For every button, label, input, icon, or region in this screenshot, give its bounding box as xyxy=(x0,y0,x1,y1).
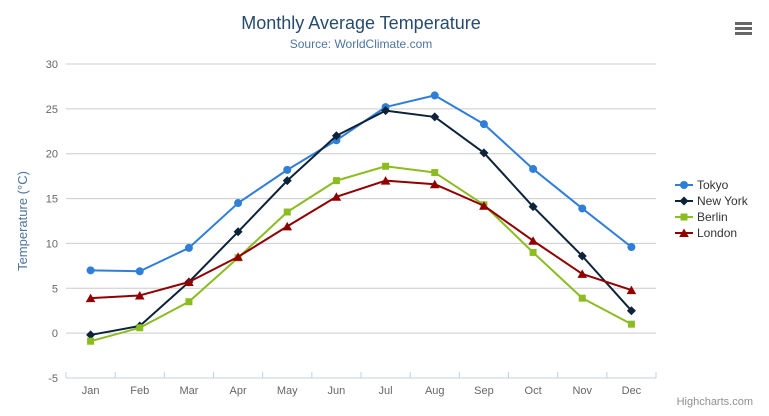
legend-symbol-tokyo-circle-icon xyxy=(675,181,693,189)
point-new-york-aug[interactable] xyxy=(430,112,440,122)
legend-item-tokyo[interactable]: Tokyo xyxy=(675,177,748,193)
y-axis-label--5: -5 xyxy=(48,373,58,385)
hamburger-bar xyxy=(735,27,752,30)
point-london-jan[interactable] xyxy=(85,293,96,303)
point-berlin-may[interactable] xyxy=(283,208,291,216)
x-axis-label-sep: Sep xyxy=(474,385,494,397)
x-axis-label-feb: Feb xyxy=(130,385,149,397)
point-tokyo-aug[interactable] xyxy=(430,91,439,100)
point-tokyo-dec[interactable] xyxy=(627,243,636,252)
point-london-nov[interactable] xyxy=(577,269,588,278)
point-new-york-jan[interactable] xyxy=(86,330,96,340)
series-line-berlin[interactable] xyxy=(89,165,633,343)
y-axis-label-5: 5 xyxy=(52,283,58,295)
x-axis-label-jul: Jul xyxy=(379,385,393,397)
point-new-york-jun[interactable] xyxy=(331,131,341,141)
legend-label: Tokyo xyxy=(697,178,729,192)
point-tokyo-nov[interactable] xyxy=(578,204,587,213)
point-tokyo-apr[interactable] xyxy=(234,199,243,208)
hamburger-menu-icon[interactable] xyxy=(735,22,752,35)
credits-link[interactable]: Highcharts.com xyxy=(676,396,753,408)
legend-symbol-london-triangle-icon xyxy=(675,228,693,237)
point-tokyo-feb[interactable] xyxy=(135,267,144,276)
x-axis-label-apr: Apr xyxy=(230,385,247,397)
legend-symbol-berlin-square-icon xyxy=(675,213,693,221)
point-berlin-aug[interactable] xyxy=(431,169,439,177)
point-new-york-sep[interactable] xyxy=(479,148,489,158)
legend-symbol-new-york-diamond-icon xyxy=(675,196,693,206)
y-axis-label-30: 30 xyxy=(46,59,58,71)
series-line-tokyo[interactable] xyxy=(89,94,633,273)
point-tokyo-oct[interactable] xyxy=(529,164,538,173)
y-axis-label-20: 20 xyxy=(46,149,58,161)
point-new-york-jul[interactable] xyxy=(381,106,391,116)
series-line-london[interactable] xyxy=(89,179,633,300)
y-axis-label-15: 15 xyxy=(46,194,58,206)
legend-label: New York xyxy=(697,194,748,208)
y-axis-label-10: 10 xyxy=(46,238,58,250)
hamburger-bar xyxy=(735,22,752,25)
x-axis-label-mar: Mar xyxy=(179,385,198,397)
legend-item-london[interactable]: London xyxy=(675,225,748,241)
x-axis-label-nov: Nov xyxy=(572,385,592,397)
point-new-york-nov[interactable] xyxy=(577,251,587,261)
point-london-jun[interactable] xyxy=(331,192,342,201)
point-berlin-jan[interactable] xyxy=(87,337,95,345)
legend-label: London xyxy=(697,226,738,240)
point-london-may[interactable] xyxy=(282,221,293,231)
point-london-jul[interactable] xyxy=(380,176,391,185)
legend-item-new-york[interactable]: New York xyxy=(675,193,748,209)
point-new-york-oct[interactable] xyxy=(528,202,538,212)
point-london-dec[interactable] xyxy=(626,285,637,295)
legend-item-berlin[interactable]: Berlin xyxy=(675,209,748,225)
point-london-feb[interactable] xyxy=(134,290,145,300)
point-berlin-feb[interactable] xyxy=(136,324,144,332)
point-london-apr[interactable] xyxy=(233,252,243,261)
point-berlin-jun[interactable] xyxy=(332,177,340,185)
series-line-new-york[interactable] xyxy=(89,109,633,336)
legend-label: Berlin xyxy=(697,210,728,224)
point-new-york-dec[interactable] xyxy=(626,306,636,316)
point-london-mar[interactable] xyxy=(184,277,194,287)
point-berlin-nov[interactable] xyxy=(578,294,586,302)
point-london-sep[interactable] xyxy=(479,201,489,210)
chart-subtitle: Source: WorldClimate.com xyxy=(289,37,433,51)
point-tokyo-may[interactable] xyxy=(283,165,292,174)
point-tokyo-jan[interactable] xyxy=(86,266,95,275)
point-tokyo-mar[interactable] xyxy=(184,243,193,252)
point-berlin-jul[interactable] xyxy=(382,162,390,170)
x-axis-label-aug: Aug xyxy=(425,385,445,397)
chart-title: Monthly Average Temperature xyxy=(241,13,481,33)
x-axis-label-dec: Dec xyxy=(622,385,642,397)
point-london-aug[interactable] xyxy=(429,179,440,189)
x-axis-label-may: May xyxy=(277,385,298,397)
hamburger-bar xyxy=(735,32,752,35)
y-axis-label-25: 25 xyxy=(46,104,58,116)
point-berlin-oct[interactable] xyxy=(529,248,537,256)
point-tokyo-sep[interactable] xyxy=(479,120,488,129)
x-axis-label-oct: Oct xyxy=(525,385,542,397)
point-berlin-mar[interactable] xyxy=(185,298,193,306)
y-axis-title: Temperature (°C) xyxy=(15,171,30,271)
point-new-york-may[interactable] xyxy=(282,176,292,186)
legend: Tokyo New York Berlin London xyxy=(675,177,748,241)
y-axis-label-0: 0 xyxy=(52,328,58,340)
point-london-oct[interactable] xyxy=(528,236,538,245)
point-new-york-apr[interactable] xyxy=(233,227,243,237)
point-berlin-dec[interactable] xyxy=(627,320,635,328)
x-axis-label-jan: Jan xyxy=(82,385,100,397)
x-axis-label-jun: Jun xyxy=(328,385,346,397)
